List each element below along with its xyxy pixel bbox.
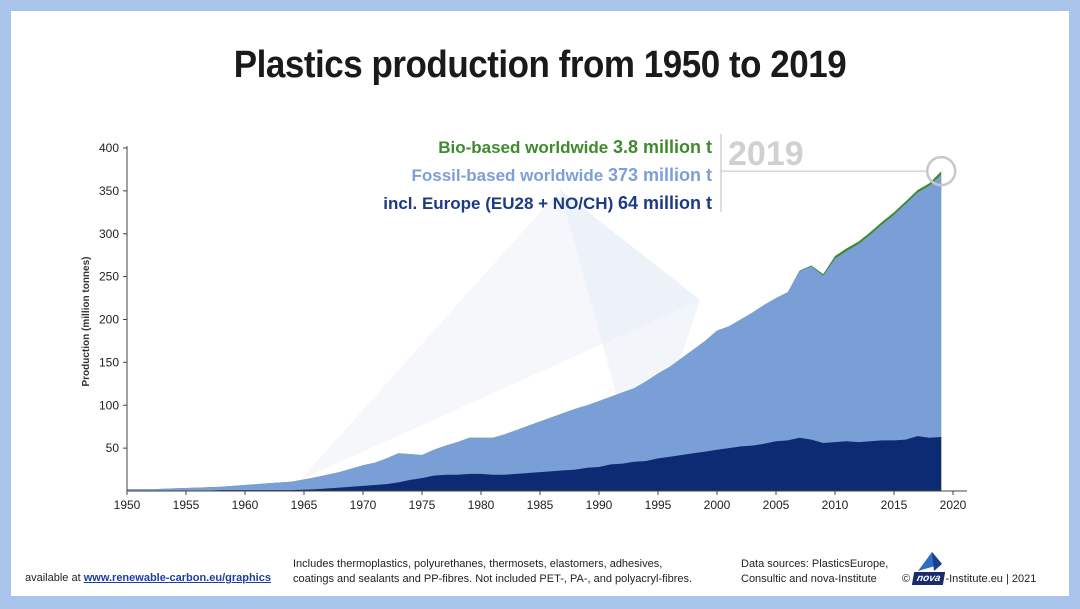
- highlight-year: 2019: [728, 135, 804, 173]
- y-tick-label: 50: [106, 441, 120, 455]
- y-tick-label: 100: [99, 398, 119, 412]
- brand-suffix: -Institute.eu | 2021: [945, 572, 1037, 585]
- legend-entry: Bio-based worldwide 3.8 million t: [438, 137, 712, 157]
- europe-area: [127, 436, 942, 491]
- y-tick-label: 250: [99, 270, 119, 284]
- y-tick-label: 200: [99, 313, 119, 327]
- fossil-based-area: [127, 174, 942, 491]
- footer-copyright: © nova -Institute.eu | 2021: [902, 572, 1036, 585]
- legend-entry: Fossil-based worldwide 373 million t: [411, 165, 712, 185]
- sources-line-2: Consultic and nova-Institute: [741, 573, 877, 585]
- copyright-symbol: ©: [902, 572, 911, 585]
- x-tick-label: 2020: [940, 498, 967, 512]
- x-tick-label: 1950: [114, 498, 141, 512]
- watermark-sail-shade: [560, 190, 700, 480]
- x-tick-label: 1955: [173, 498, 200, 512]
- y-tick-label: 300: [99, 227, 119, 241]
- available-prefix: available at: [25, 572, 84, 584]
- plot-area: 50 100 150 200 250 300 350 400 1950 1955 1960 1965 1…: [81, 134, 967, 512]
- x-tick-label: 1960: [232, 498, 259, 512]
- x-tick-label: 1970: [350, 498, 377, 512]
- x-tick-label: 1985: [527, 498, 554, 512]
- footer-sources: Data sources: PlasticsEurope, Consultic …: [741, 557, 888, 587]
- note-line-1: Includes thermoplastics, polyurethanes, …: [293, 558, 663, 570]
- legend-label: Fossil-based worldwide: [411, 166, 607, 185]
- note-line-2: coatings and sealants and PP-fibres. Not…: [293, 573, 693, 585]
- footer-note: Includes thermoplastics, polyurethanes, …: [293, 557, 692, 587]
- x-tick-label: 1965: [291, 498, 318, 512]
- sources-line-1: Data sources: PlasticsEurope,: [741, 558, 889, 570]
- nova-sail-logo-icon: [918, 552, 942, 571]
- graphics-link[interactable]: www.renewable-carbon.eu/graphics: [83, 572, 271, 584]
- x-tick-label: 1990: [586, 498, 613, 512]
- x-tick-label: 2005: [763, 498, 790, 512]
- legend-value: 3.8 million t: [613, 137, 712, 157]
- legend-entry: incl. Europe (EU28 + NO/CH) 64 million t: [383, 193, 712, 213]
- chart-title: Plastics production from 1950 to 2019: [233, 44, 847, 86]
- x-tick-label: 1980: [468, 498, 495, 512]
- legend-label: Bio-based worldwide: [438, 138, 613, 157]
- x-tick-label: 2000: [704, 498, 731, 512]
- x-tick-label: 1975: [409, 498, 436, 512]
- nova-brand-badge: nova: [911, 572, 946, 585]
- legend-value: 373 million t: [608, 165, 712, 185]
- y-tick-label: 400: [99, 141, 119, 155]
- legend-label: incl. Europe (EU28 + NO/CH): [383, 194, 618, 213]
- footer-available: available at www.renewable-carbon.eu/gra…: [25, 572, 271, 584]
- legend-value: 64 million t: [618, 193, 712, 213]
- x-tick-label: 2010: [822, 498, 849, 512]
- y-axis-label: Production (million tonnes): [81, 257, 92, 387]
- x-tick-label: 2015: [881, 498, 908, 512]
- highlight-circle: [925, 155, 957, 187]
- x-tick-label: 1995: [645, 498, 672, 512]
- y-tick-label: 150: [99, 355, 119, 369]
- y-tick-label: 350: [99, 184, 119, 198]
